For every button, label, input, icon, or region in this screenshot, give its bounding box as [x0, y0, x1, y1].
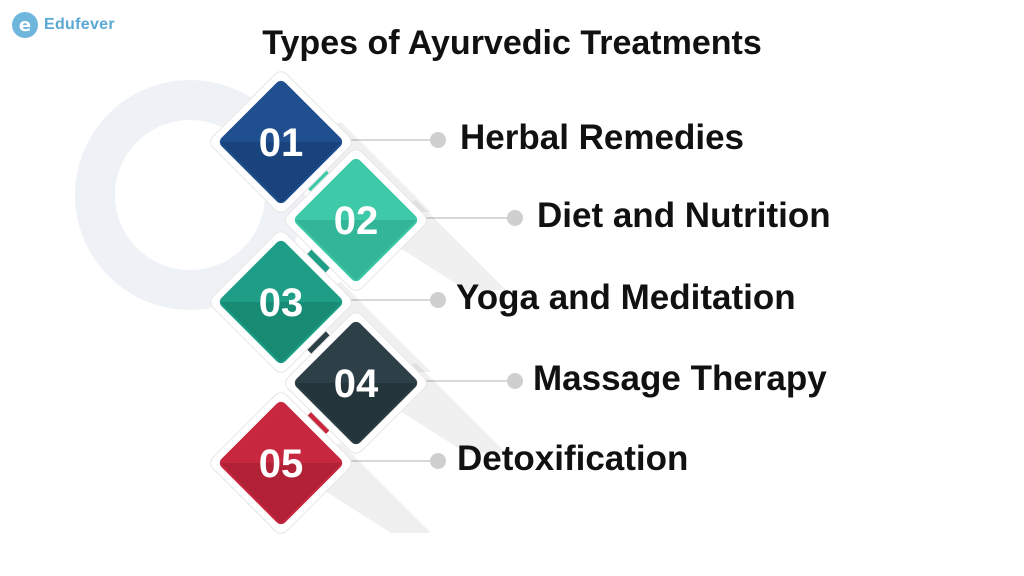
step-badge-05: 05	[210, 392, 431, 534]
step-number: 02	[334, 199, 379, 243]
badge-diamond	[219, 401, 343, 525]
leader-dot	[430, 292, 446, 308]
step-badge-04: 04	[285, 312, 506, 454]
badge-shade	[295, 220, 417, 281]
badge-shade	[220, 302, 342, 363]
badge-shade	[220, 463, 342, 524]
step-number: 04	[334, 362, 379, 406]
diagram-title: Types of Ayurvedic Treatments	[262, 24, 762, 62]
badge-shade	[220, 142, 342, 203]
brand-name: Edufever	[44, 16, 115, 33]
step-label: Herbal Remedies	[460, 118, 745, 157]
leader-dot	[430, 453, 446, 469]
leader-dot	[507, 373, 523, 389]
badge-diamond	[219, 80, 343, 204]
badge-diamond	[294, 321, 418, 445]
leader-dot	[430, 132, 446, 148]
step-badge-02: 02	[285, 149, 506, 291]
step-number: 03	[259, 281, 304, 325]
step-label: Diet and Nutrition	[537, 196, 831, 235]
brand-logo: e Edufever	[12, 12, 115, 38]
step-number: 05	[259, 442, 304, 486]
badge-shade	[295, 383, 417, 444]
badge-diamond	[294, 158, 418, 282]
step-number: 01	[259, 121, 304, 165]
step-label: Massage Therapy	[533, 359, 827, 398]
step-label: Yoga and Meditation	[456, 278, 796, 317]
step-label: Detoxification	[457, 439, 689, 478]
step-badges: 01 02 03 04 05	[210, 71, 506, 534]
edufever-logo-icon: e	[12, 12, 38, 38]
leader-dot	[507, 210, 523, 226]
badge-diamond	[219, 240, 343, 364]
